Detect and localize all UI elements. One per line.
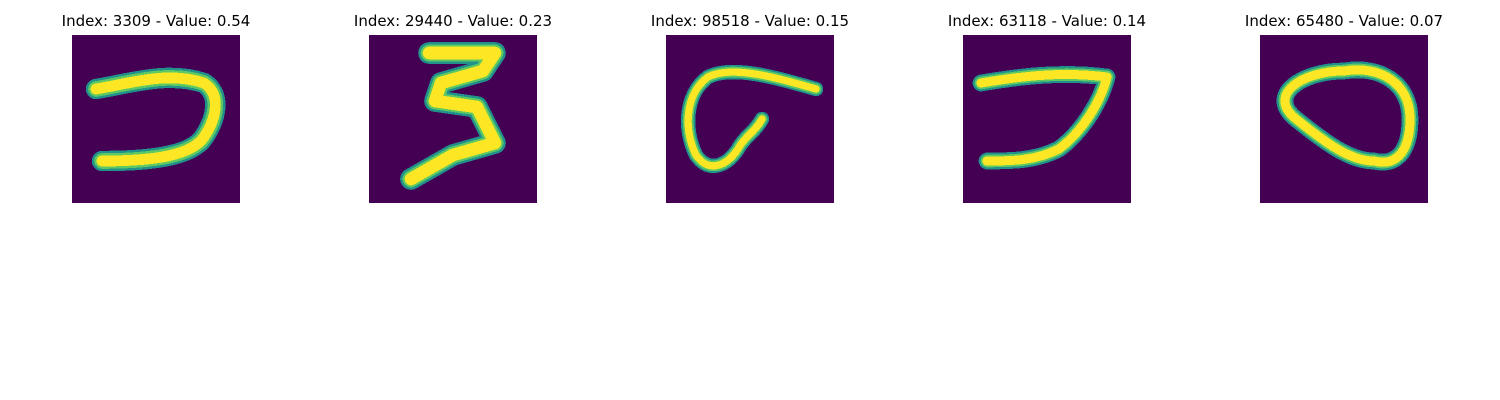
digit-image-1 — [72, 35, 240, 203]
digit-image-2 — [369, 35, 537, 203]
digit-image-4 — [963, 35, 1131, 203]
panel-title: Index: 63118 - Value: 0.14 — [947, 12, 1147, 30]
panel-title: Index: 98518 - Value: 0.15 — [650, 12, 850, 30]
panel-title: Index: 65480 - Value: 0.07 — [1244, 12, 1444, 30]
panel-title: Index: 3309 - Value: 0.54 — [61, 12, 251, 30]
image-panel-4: Index: 63118 - Value: 0.14 — [917, 0, 1177, 210]
image-panel-2: Index: 29440 - Value: 0.23 — [323, 0, 583, 210]
image-panel-3: Index: 98518 - Value: 0.15 — [620, 0, 880, 210]
image-panel-1: Index: 3309 - Value: 0.54 — [26, 0, 286, 210]
panel-title: Index: 29440 - Value: 0.23 — [353, 12, 553, 30]
digit-image-3 — [666, 35, 834, 203]
image-panel-5: Index: 65480 - Value: 0.07 — [1214, 0, 1474, 210]
digit-image-5 — [1260, 35, 1428, 203]
